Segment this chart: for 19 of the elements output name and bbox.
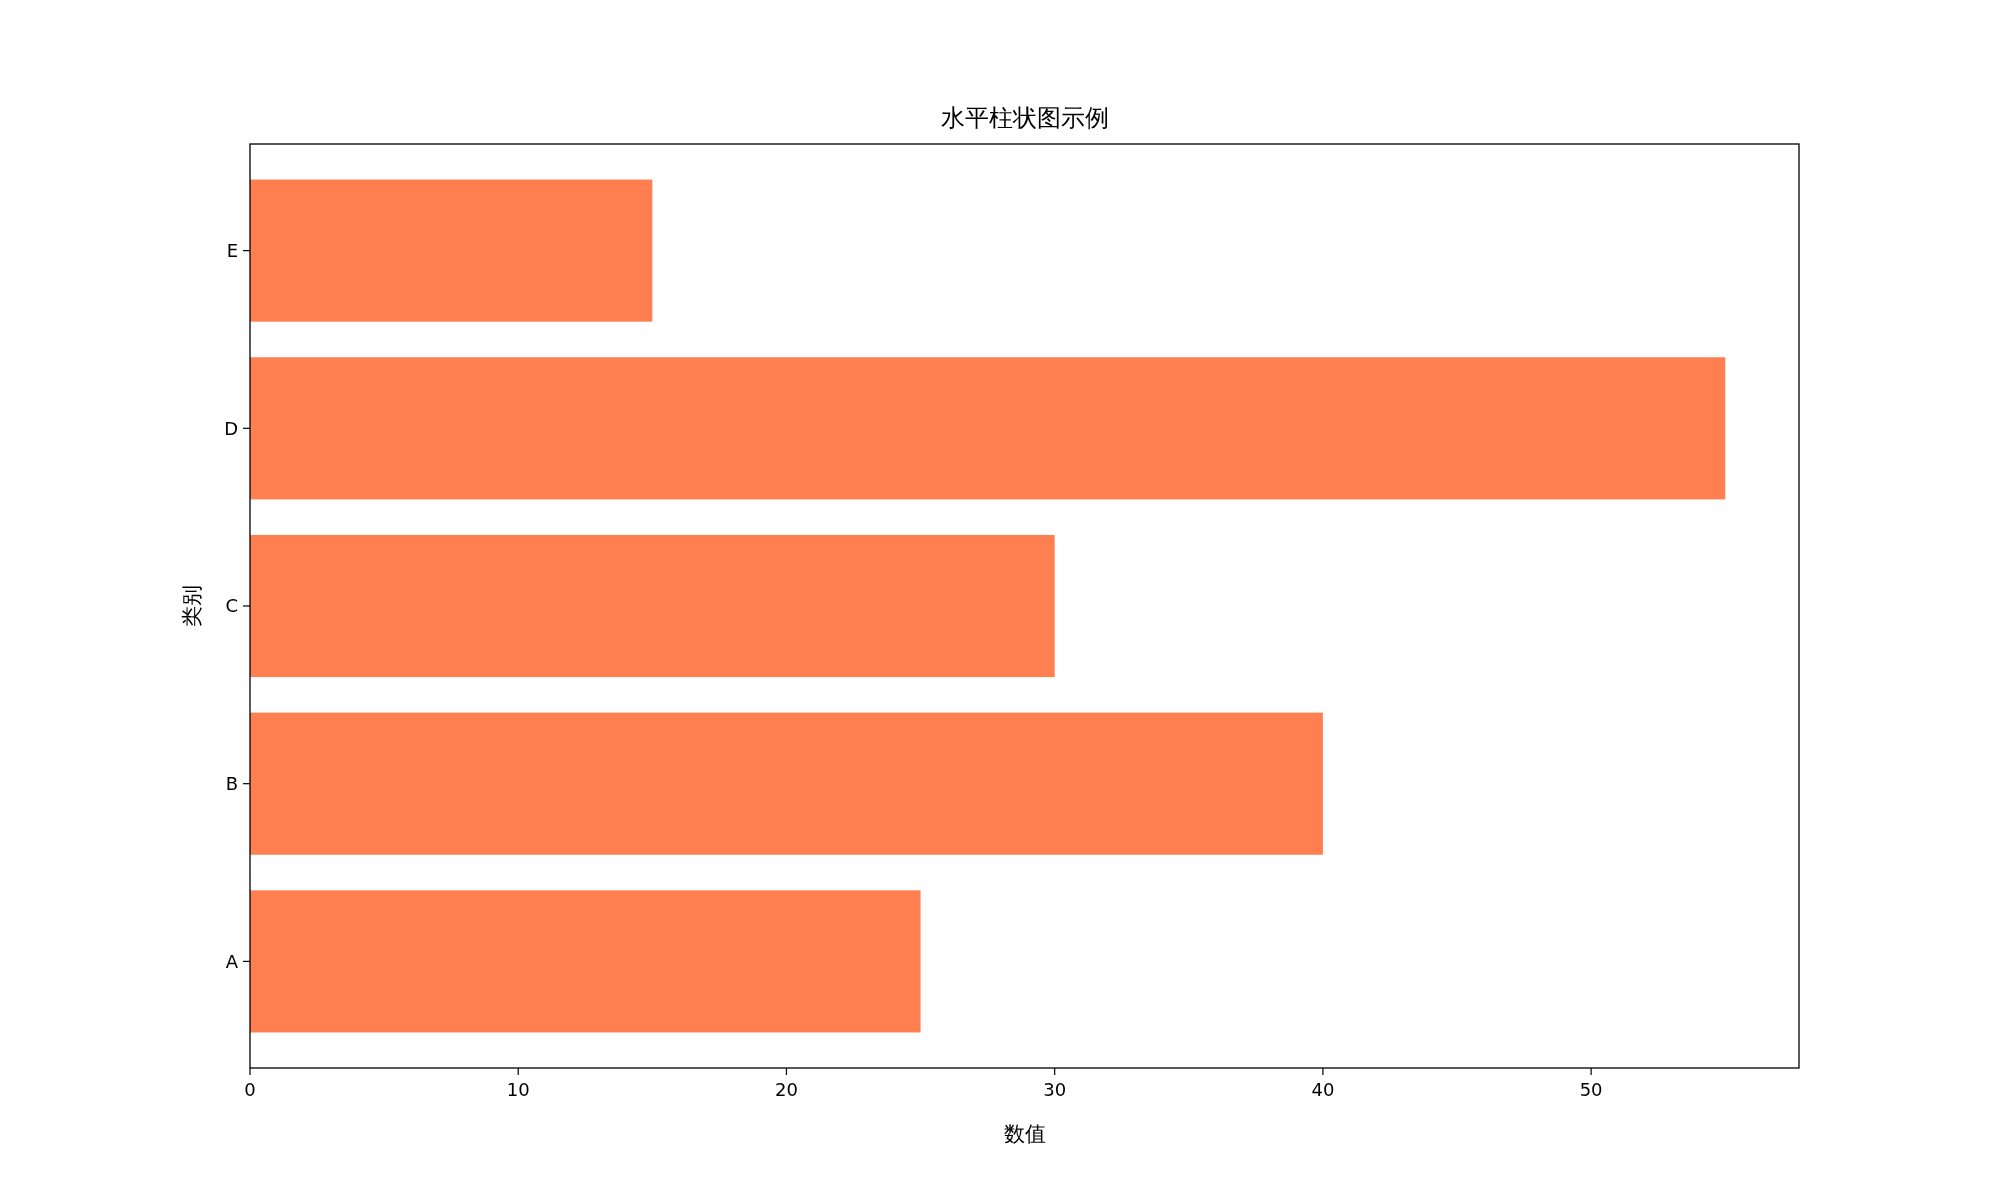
y-tick-label: C bbox=[225, 595, 238, 617]
y-tick-label: B bbox=[225, 772, 238, 794]
x-tick-label: 40 bbox=[1311, 1079, 1335, 1100]
bar bbox=[250, 712, 1323, 855]
x-tick-label: 0 bbox=[244, 1079, 256, 1100]
x-tick-label: 10 bbox=[506, 1079, 530, 1100]
x-axis-title: 数值 bbox=[1003, 1122, 1046, 1146]
y-axis-title: 类别 bbox=[180, 585, 204, 627]
x-tick-label: 50 bbox=[1579, 1079, 1603, 1100]
y-tick-label: D bbox=[224, 417, 238, 439]
x-tick-label: 30 bbox=[1043, 1079, 1067, 1100]
y-tick-label: A bbox=[225, 950, 239, 972]
bar bbox=[250, 534, 1055, 678]
bar bbox=[250, 890, 921, 1033]
bar bbox=[250, 179, 653, 322]
x-tick-label: 20 bbox=[775, 1079, 798, 1100]
chart-title: 水平柱状图示例 bbox=[940, 104, 1109, 132]
y-tick-label: E bbox=[226, 239, 238, 261]
bar bbox=[250, 357, 1726, 500]
